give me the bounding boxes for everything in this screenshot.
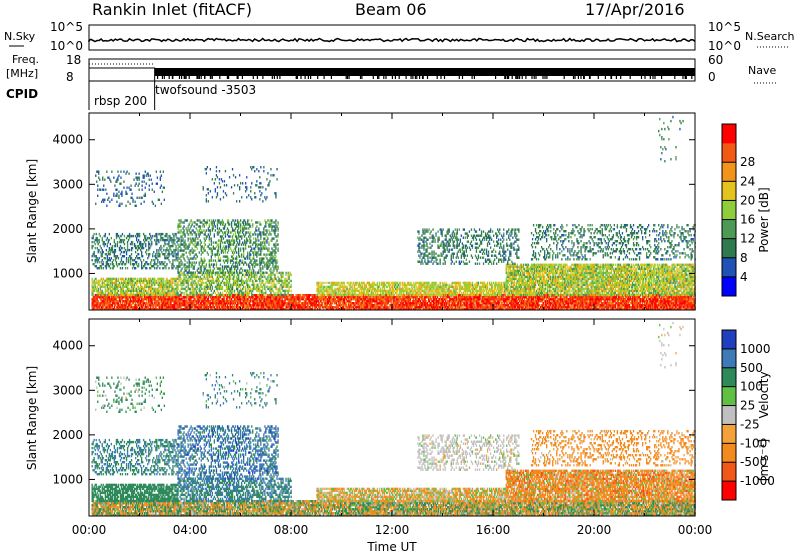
power-cell — [118, 278, 119, 280]
nsearch-label: N.Search — [745, 30, 795, 43]
freq-label: Freq. — [12, 53, 39, 66]
beam-label: Beam 06 — [355, 0, 427, 19]
freq-tick-top: 18 — [66, 53, 81, 67]
freq-tick-bottom: 8 — [66, 70, 74, 84]
power-cell — [96, 278, 97, 280]
power-cell — [92, 278, 93, 280]
power-cell — [186, 286, 187, 288]
nsearch-tick-top: 10^5 — [708, 20, 741, 34]
power-cell — [118, 290, 119, 292]
nave-tick-bottom: 0 — [708, 70, 716, 84]
nsky-tick-top: 10^5 — [50, 20, 83, 34]
power-heatmap — [92, 116, 696, 311]
nave-label: Nave — [748, 64, 776, 77]
nsearch-tick-bottom: 10^0 — [708, 39, 741, 53]
date-label: 17/Apr/2016 — [585, 0, 685, 19]
cpid-mode-1: rbsp 200 — [94, 94, 147, 108]
cpid-row: CPID rbsp 200 twofsound -3503 — [6, 81, 256, 110]
power-cell — [190, 288, 191, 290]
power-cell — [187, 294, 188, 296]
power-cell — [118, 294, 119, 296]
cpid-label: CPID — [6, 87, 38, 101]
station-title: Rankin Inlet (fitACF) — [92, 0, 252, 19]
cpid-mode-2: twofsound -3503 — [155, 83, 256, 97]
power-cell — [163, 278, 164, 280]
nsky-trace — [89, 39, 695, 43]
nsky-tick-bottom: 10^0 — [50, 39, 83, 53]
freq-unit: [MHz] — [6, 67, 38, 80]
nsky-label: N.Sky — [4, 30, 36, 43]
nsky-panel: N.Sky 10^5 10^0 10^5 10^0 N.Search — [4, 20, 795, 53]
power-cell — [183, 292, 184, 294]
freq-marks — [89, 64, 695, 81]
power-cell — [180, 294, 181, 296]
nave-tick-top: 60 — [708, 53, 723, 67]
power-cell — [181, 292, 182, 294]
power-cell — [178, 294, 179, 296]
freq-panel: Freq. [MHz] 18 8 60 0 Nave — [6, 53, 776, 84]
power-cell — [98, 288, 99, 290]
